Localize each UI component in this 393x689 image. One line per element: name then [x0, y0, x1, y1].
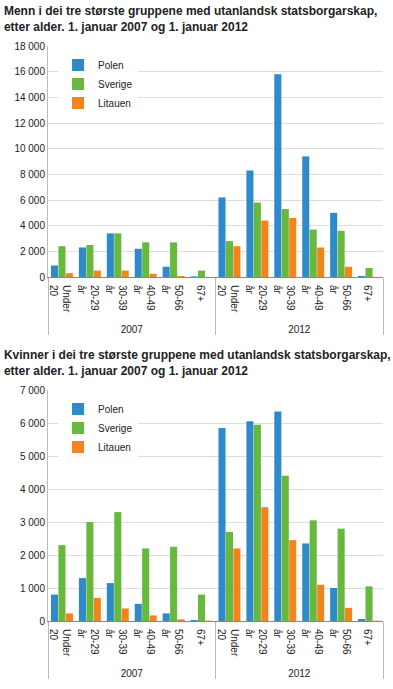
svg-text:4 000: 4 000: [20, 220, 45, 231]
svg-text:2 000: 2 000: [20, 550, 45, 561]
svg-text:67+: 67+: [362, 629, 373, 646]
svg-text:20-29år: 20-29år: [76, 629, 100, 655]
svg-text:0: 0: [39, 272, 45, 283]
svg-text:Under20: Under20: [48, 629, 72, 657]
svg-text:30-39år: 30-39år: [272, 629, 296, 655]
svg-text:50-66år: 50-66år: [328, 629, 352, 655]
svg-text:67+: 67+: [362, 285, 373, 302]
svg-text:20-29år: 20-29år: [244, 629, 268, 655]
svg-text:Polen: Polen: [98, 404, 124, 415]
svg-text:Polen: Polen: [98, 60, 124, 71]
svg-text:10 000: 10 000: [14, 143, 45, 154]
svg-text:Litauen: Litauen: [98, 442, 131, 453]
svg-text:12 000: 12 000: [14, 118, 45, 129]
svg-text:Under20: Under20: [216, 629, 240, 657]
svg-text:5 000: 5 000: [20, 451, 45, 462]
svg-text:2007: 2007: [121, 324, 144, 335]
svg-text:3 000: 3 000: [20, 517, 45, 528]
svg-text:20-29år: 20-29år: [76, 285, 100, 311]
svg-text:67+: 67+: [195, 285, 206, 302]
svg-text:2 000: 2 000: [20, 246, 45, 257]
svg-text:30-39år: 30-39år: [104, 629, 128, 655]
svg-text:30-39år: 30-39år: [272, 285, 296, 311]
svg-text:0: 0: [39, 616, 45, 627]
svg-text:6 000: 6 000: [20, 195, 45, 206]
svg-text:50-66år: 50-66år: [160, 285, 184, 311]
svg-text:4 000: 4 000: [20, 484, 45, 495]
svg-text:40-49år: 40-49år: [300, 285, 324, 311]
svg-text:50-66år: 50-66år: [160, 629, 184, 655]
svg-text:6 000: 6 000: [20, 418, 45, 429]
svg-text:8 000: 8 000: [20, 169, 45, 180]
svg-text:Litauen: Litauen: [98, 98, 131, 109]
svg-text:2012: 2012: [288, 668, 311, 679]
svg-text:Menn i dei tre største gruppen: Menn i dei tre største gruppene med utan…: [4, 4, 377, 34]
svg-text:30-39år: 30-39år: [104, 285, 128, 311]
svg-text:16 000: 16 000: [14, 66, 45, 77]
svg-text:Sverige: Sverige: [98, 423, 132, 434]
svg-text:2007: 2007: [121, 668, 144, 679]
svg-text:Kvinner i dei tre største grup: Kvinner i dei tre største gruppene med u…: [4, 348, 391, 378]
svg-text:7 000: 7 000: [20, 385, 45, 396]
svg-text:Sverige: Sverige: [98, 79, 132, 90]
svg-text:1 000: 1 000: [20, 583, 45, 594]
svg-text:Under20: Under20: [48, 285, 72, 313]
svg-text:40-49år: 40-49år: [132, 285, 156, 311]
svg-text:2012: 2012: [288, 324, 311, 335]
svg-text:50-66år: 50-66år: [328, 285, 352, 311]
svg-text:14 000: 14 000: [14, 92, 45, 103]
svg-text:40-49år: 40-49år: [132, 629, 156, 655]
svg-text:18 000: 18 000: [14, 41, 45, 52]
svg-text:20-29år: 20-29år: [244, 285, 268, 311]
svg-text:67+: 67+: [195, 629, 206, 646]
svg-text:Under20: Under20: [216, 285, 240, 313]
svg-text:40-49år: 40-49år: [300, 629, 324, 655]
